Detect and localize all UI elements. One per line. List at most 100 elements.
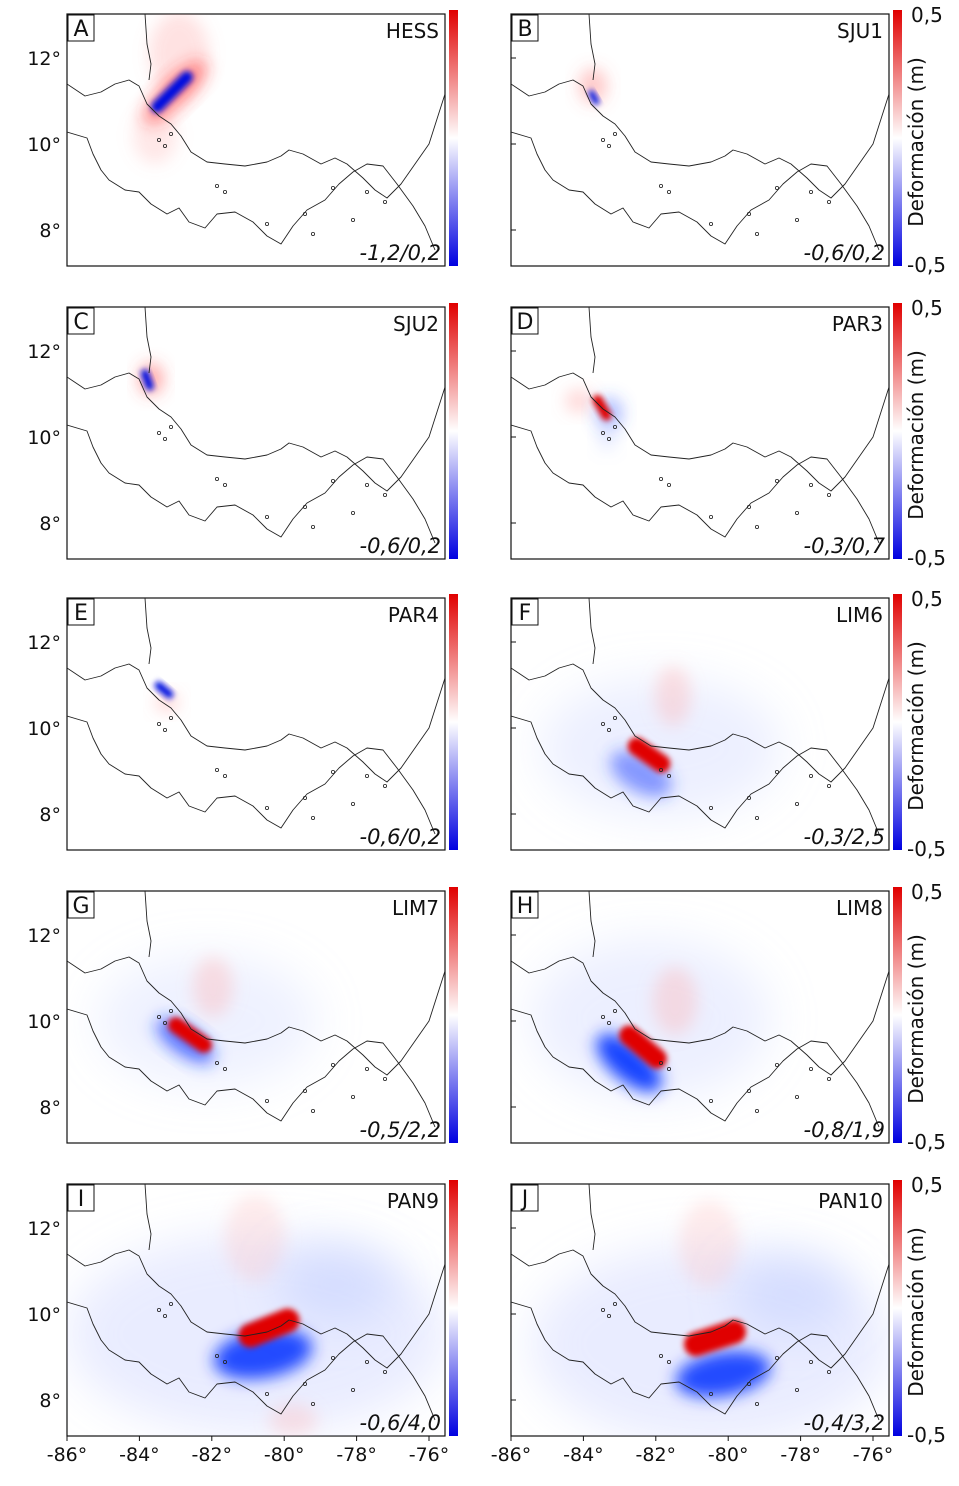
longitude-tick-label: -84°: [119, 1444, 160, 1466]
island-outline: [658, 476, 663, 481]
latitude-tick-label: 12°: [27, 341, 61, 363]
map-panel-h: H LIM8 -0,8/1,9 0,5 -0,5 Deformación (m): [510, 880, 946, 1154]
panel-letter-box: [511, 891, 539, 919]
deformation-range: -0,4/3,2: [804, 1411, 885, 1435]
panel-letter: D: [517, 310, 534, 335]
coastline: [144, 1184, 152, 1251]
island-outline: [613, 1009, 618, 1014]
deformation-patch: [565, 389, 593, 413]
island-outline: [658, 767, 663, 772]
map-panel-j: J PAN10 -0,4/3,2 0,5 -0,5 Deformación (m) -86°…: [491, 1173, 946, 1466]
deformation-patch: [238, 1308, 300, 1348]
island-outline: [658, 183, 663, 188]
latitude-tick-label: 12°: [27, 1218, 61, 1240]
island-outline: [330, 185, 335, 190]
island-outline: [350, 801, 355, 806]
latitude-tick-label: 12°: [27, 632, 61, 654]
island-outline: [163, 1313, 168, 1318]
coastline: [67, 131, 436, 251]
deformation-range: -1,2/0,2: [360, 241, 441, 265]
island-outline: [350, 1094, 355, 1099]
colorbar: 0,5 -0,5 Deformación (m): [893, 1173, 946, 1447]
island-outline: [607, 436, 612, 441]
latitude-tick-label: 12°: [27, 925, 61, 947]
island-outline: [382, 1076, 387, 1081]
colorbar-gradient: [893, 887, 902, 1143]
panel-letter-box: [67, 14, 95, 42]
island-outline: [601, 138, 606, 143]
island-outline: [264, 221, 269, 226]
colorbar: [449, 1180, 458, 1436]
colorbar-max-label: 0,5: [911, 1173, 943, 1197]
island-outline: [794, 217, 799, 222]
deformation-patch: [610, 750, 672, 798]
deformation-patch: [531, 939, 771, 1099]
island-outline: [794, 801, 799, 806]
panel-letter-box: [511, 307, 539, 335]
colorbar-gradient: [893, 594, 902, 850]
colorbar-min-label: -0,5: [907, 1130, 946, 1154]
map-panel-a: A HESS -1,2/0,2 12° 10° 8°: [27, 10, 458, 267]
panel-letter-box: [67, 891, 95, 919]
island-outline: [774, 478, 779, 483]
panel-letter-box: [511, 1184, 539, 1212]
map-content: [511, 891, 889, 1128]
panel-letter: B: [517, 17, 532, 42]
longitude-tick-label: -80°: [708, 1444, 749, 1466]
island-outline: [708, 1391, 713, 1396]
scenario-name: SJU2: [393, 312, 439, 336]
panel-letter-box: [67, 598, 95, 626]
island-outline: [613, 132, 618, 137]
colorbar-gradient: [449, 887, 458, 1143]
map-panel-f: F LIM6 -0,3/2,5 0,5 -0,5 Deformación (m): [510, 587, 946, 861]
coastline: [511, 663, 889, 783]
island-outline: [264, 805, 269, 810]
colorbar-gradient: [893, 303, 902, 559]
map-panel-e: E PAR4 -0,6/0,2 12° 10° 8°: [27, 594, 458, 851]
island-outline: [364, 189, 369, 194]
colorbar-min-label: -0,5: [907, 546, 946, 570]
island-outline: [157, 722, 162, 727]
island-outline: [746, 1381, 751, 1386]
island-outline: [157, 1308, 162, 1313]
colorbar-axis-label: Deformación (m): [904, 641, 928, 811]
map-panel-i: I PAN9 -0,6/4,0 12° 10° 8° -86° -84° -82° -80° -78…: [27, 1180, 458, 1466]
deformation-patch: [683, 1319, 747, 1357]
scenario-name: HESS: [386, 19, 439, 43]
latitude-tick-label: 10°: [27, 427, 61, 449]
island-outline: [808, 1066, 813, 1071]
latitude-tick-label: 10°: [27, 1011, 61, 1033]
panel-letter-box: [511, 598, 539, 626]
island-outline: [808, 482, 813, 487]
island-outline: [808, 189, 813, 194]
deformation-patch: [596, 1033, 662, 1093]
map-frame: [66, 597, 446, 851]
map-content: [511, 598, 889, 835]
island-outline: [658, 1060, 663, 1065]
island-outline: [222, 189, 227, 194]
island-outline: [330, 769, 335, 774]
colorbar: 0,5 -0,5 Deformación (m): [893, 880, 946, 1154]
colorbar-gradient: [893, 10, 902, 266]
map-panel-b: B SJU1 -0,6/0,2 0,5 -0,5 Deformación (m): [510, 3, 946, 277]
deformation-patch: [277, 1244, 397, 1324]
colorbar-max-label: 0,5: [911, 880, 943, 904]
coastline: [144, 14, 152, 81]
island-outline: [169, 132, 174, 137]
colorbar: [449, 303, 458, 559]
deformation-patch: [225, 1194, 285, 1282]
latitude-tick-label: 8°: [39, 220, 61, 242]
colorbar-axis-label: Deformación (m): [904, 57, 928, 227]
latitude-tick-label: 8°: [39, 1097, 61, 1119]
island-outline: [658, 1353, 663, 1358]
island-outline: [163, 1020, 168, 1025]
island-outline: [310, 1108, 315, 1113]
longitude-tick-label: -78°: [336, 1444, 377, 1466]
deformation-patch: [655, 666, 691, 726]
island-outline: [826, 199, 831, 204]
coastline: [67, 715, 436, 835]
island-outline: [330, 478, 335, 483]
coastline: [511, 424, 880, 544]
island-outline: [666, 189, 671, 194]
deformation-range: -0,6/0,2: [360, 534, 441, 558]
